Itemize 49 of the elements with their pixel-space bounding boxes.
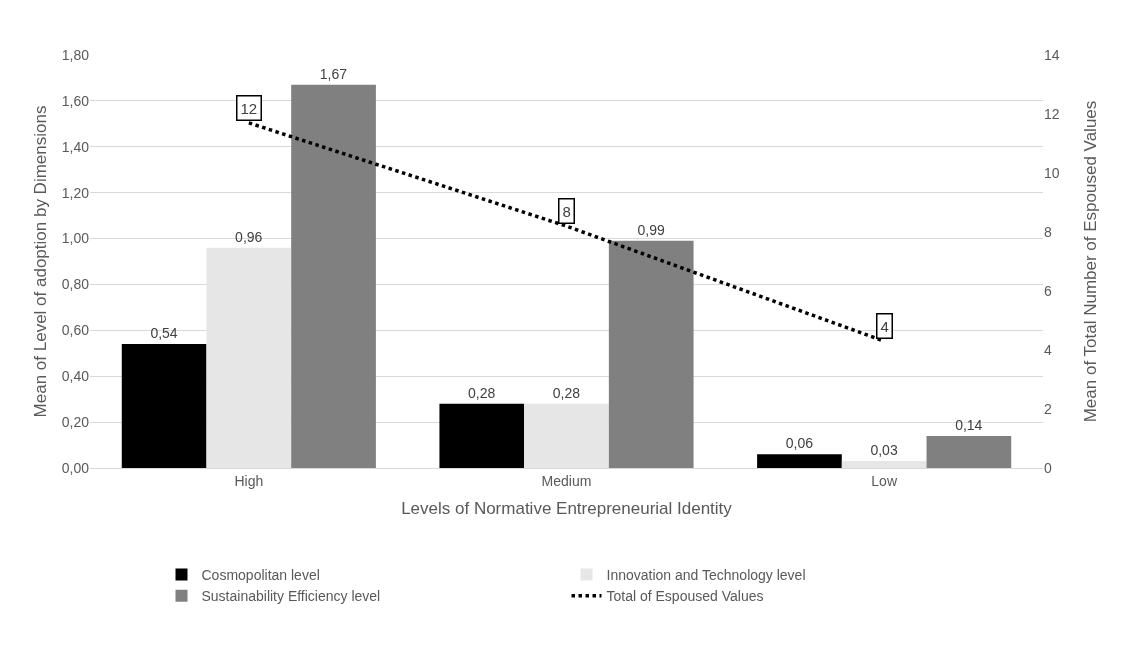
- bar: [926, 435, 1012, 468]
- bar: [524, 403, 609, 468]
- y-tick-label: 1,80: [61, 46, 90, 63]
- y2-tick-label: 4: [1044, 341, 1052, 358]
- y2-tick-label: 2: [1044, 400, 1052, 417]
- y-tick-label: 1,00: [61, 230, 90, 247]
- bar: [206, 247, 292, 468]
- data-label: 4: [880, 317, 889, 335]
- y-tick-label: 0,40: [61, 368, 90, 385]
- x-axis-title: Levels of Normative Entrepreneurial Identity: [401, 499, 733, 519]
- y2-tick-label: 0: [1044, 459, 1052, 476]
- y2-axis-title: Mean of Total Number of Espoused Values: [1080, 100, 1100, 423]
- bar: [291, 84, 376, 468]
- y-tick-label: 1,40: [61, 138, 90, 155]
- y2-tick-label: 12: [1044, 105, 1060, 122]
- bar: [439, 403, 525, 468]
- data-label: 0,28: [552, 384, 581, 401]
- y2-tick-label: 8: [1044, 223, 1052, 240]
- y-tick-label: 1,60: [61, 92, 90, 109]
- x-tick-label: Medium: [541, 472, 592, 489]
- x-tick-label: Low: [871, 472, 898, 489]
- data-label: 0,14: [955, 416, 983, 433]
- y-tick-label: 0,80: [61, 276, 90, 293]
- data-label: 1,67: [319, 65, 348, 82]
- y-tick-label: 0,00: [61, 459, 90, 476]
- bar: [608, 240, 694, 468]
- data-label: 0,96: [235, 228, 263, 245]
- legend-label: Cosmopolitan level: [201, 566, 320, 583]
- data-label: 0,03: [870, 442, 898, 459]
- bar: [757, 454, 842, 468]
- y2-tick-label: 10: [1044, 164, 1060, 181]
- y2-tick-label: 14: [1044, 46, 1060, 63]
- y-tick-label: 0,20: [61, 414, 90, 431]
- y-tick-label: 0,60: [61, 322, 90, 339]
- legend-label: Total of Espoused Values: [606, 588, 764, 605]
- data-label: 0,54: [150, 325, 178, 342]
- y-axis-title: Mean of Level of adoption by Dimensions: [31, 105, 50, 418]
- legend-label: Sustainability Efficiency level: [201, 588, 381, 605]
- bar: [121, 344, 207, 468]
- y-tick-label: 1,20: [61, 184, 90, 201]
- data-label: 8: [562, 202, 571, 220]
- data-label: 12: [240, 99, 258, 117]
- bar: [841, 461, 927, 468]
- y2-tick-label: 6: [1044, 282, 1052, 299]
- data-label: 0,99: [637, 221, 665, 238]
- legend-label: Innovation and Technology level: [606, 566, 806, 583]
- data-label: 0,06: [785, 435, 814, 452]
- data-label: 0,28: [468, 384, 496, 401]
- x-tick-label: High: [234, 472, 264, 489]
